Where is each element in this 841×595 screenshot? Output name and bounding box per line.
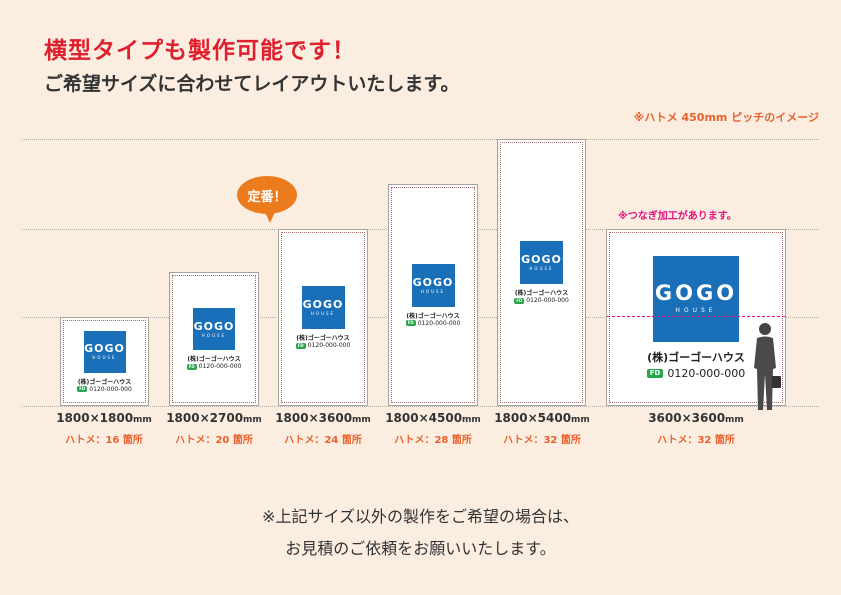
headline: 横型タイプも製作可能です！: [44, 38, 356, 64]
gogo-house-logo: GOGO HOUSE: [83, 330, 126, 373]
logo-wordmark: GOGO: [302, 298, 344, 311]
company-name: (株)ゴーゴーハウス: [647, 350, 745, 364]
logo-wordmark: GOGO: [521, 253, 562, 266]
gogo-house-logo: GOGO HOUSE: [193, 308, 235, 350]
phone-number: FD 0120-000-000: [186, 363, 242, 370]
company-name: (株)ゴーゴーハウス: [187, 356, 241, 363]
logo-sub: HOUSE: [675, 307, 717, 314]
guide-line-base: [22, 406, 819, 407]
phone-number: FD 0120-000-000: [405, 319, 461, 327]
phone-text: 0120-000-000: [89, 385, 132, 393]
logo-sub: HOUSE: [92, 355, 117, 360]
banner-1800x2700: GOGO HOUSE (株)ゴーゴーハウス FD 0120-000-000: [169, 272, 259, 406]
size-label: 1800×2700mm: [166, 411, 262, 425]
phone-text: 0120-000-000: [526, 297, 569, 304]
freedial-icon: FD: [514, 297, 525, 304]
freedial-icon: FD: [405, 320, 416, 326]
logo-wordmark: GOGO: [84, 342, 125, 355]
footer-note-line1: ※上記サイズ以外の製作をご希望の場合は、: [262, 507, 579, 526]
logo-wordmark: GOGO: [654, 281, 738, 305]
phone-text: 0120-000-000: [667, 366, 746, 380]
gogo-house-logo: GOGO HOUSE: [520, 241, 563, 284]
phone-number: FD 0120-000-000: [514, 297, 569, 304]
banner-1800x4500: GOGO HOUSE (株)ゴーゴーハウス FD 0120-000-000: [388, 184, 478, 406]
grommet-count: ハトメ：24 箇所: [284, 435, 362, 446]
grommet-count: ハトメ：20 箇所: [175, 435, 253, 446]
size-label: 1800×3600mm: [275, 411, 371, 425]
freedial-icon: FD: [77, 386, 88, 392]
company-name: (株)ゴーゴーハウス: [77, 378, 132, 386]
size-label: 1800×5400mm: [494, 411, 590, 425]
person-silhouette-icon: [754, 323, 781, 410]
size-label: 3600×3600mm: [648, 411, 744, 425]
size-label: 1800×1800mm: [56, 411, 152, 425]
phone-number: FD 0120-000-000: [77, 386, 132, 393]
banner-1800x5400: GOGO HOUSE (株)ゴーゴーハウス FD 0120-000-000: [497, 139, 586, 406]
banner-1800x1800: GOGO HOUSE (株)ゴーゴーハウス FD 0120-000-000: [60, 317, 149, 406]
grommet-count: ハトメ：32 箇所: [657, 435, 735, 446]
logo-sub: HOUSE: [201, 332, 227, 338]
phone-text: 0120-000-000: [417, 319, 461, 327]
logo-wordmark: GOGO: [412, 275, 454, 289]
standard-badge: 定番！: [237, 176, 297, 223]
grommet-count: ハトメ：16 箇所: [65, 435, 143, 446]
footer-note-line2: お見積のご依頼をお願いいたします。: [285, 539, 556, 558]
company-name: (株)ゴーゴーハウス: [296, 335, 350, 342]
banner-1800x3600: GOGO HOUSE (株)ゴーゴーハウス FD 0120-000-000: [278, 229, 368, 406]
logo-sub: HOUSE: [529, 266, 554, 271]
size-label: 1800×4500mm: [385, 411, 481, 425]
standard-badge-label: 定番！: [247, 189, 287, 205]
gogo-house-logo: GOGO HOUSE: [411, 263, 455, 307]
freedial-icon: FD: [646, 368, 664, 378]
logo-sub: HOUSE: [310, 311, 336, 316]
phone-text: 0120-000-000: [198, 363, 242, 370]
logo-wordmark: GOGO: [193, 319, 235, 333]
logo-sub: HOUSE: [420, 288, 446, 294]
company-name: (株)ゴーゴーハウス: [406, 312, 460, 320]
joint-processing-note: ※つなぎ加工があります。: [618, 211, 737, 222]
grommet-count: ハトメ：28 箇所: [394, 435, 472, 446]
grommet-count: ハトメ：32 箇所: [503, 435, 581, 446]
gogo-house-logo: GOGO HOUSE: [653, 255, 739, 342]
subheadline: ご希望サイズに合わせてレイアウトいたします。: [44, 73, 460, 95]
company-name: (株)ゴーゴーハウス: [514, 290, 569, 297]
joint-line: [607, 316, 785, 317]
freedial-icon: FD: [186, 363, 197, 370]
guide-line-5400: [22, 139, 819, 140]
freedial-icon: FD: [295, 342, 306, 349]
phone-number: FD 0120-000-000: [295, 342, 351, 349]
phone-text: 0120-000-000: [307, 342, 351, 349]
phone-number: FD 0120-000-000: [646, 366, 746, 380]
gogo-house-logo: GOGO HOUSE: [301, 286, 345, 329]
grommet-pitch-note: ※ハトメ 450mm ピッチのイメージ: [633, 111, 819, 124]
